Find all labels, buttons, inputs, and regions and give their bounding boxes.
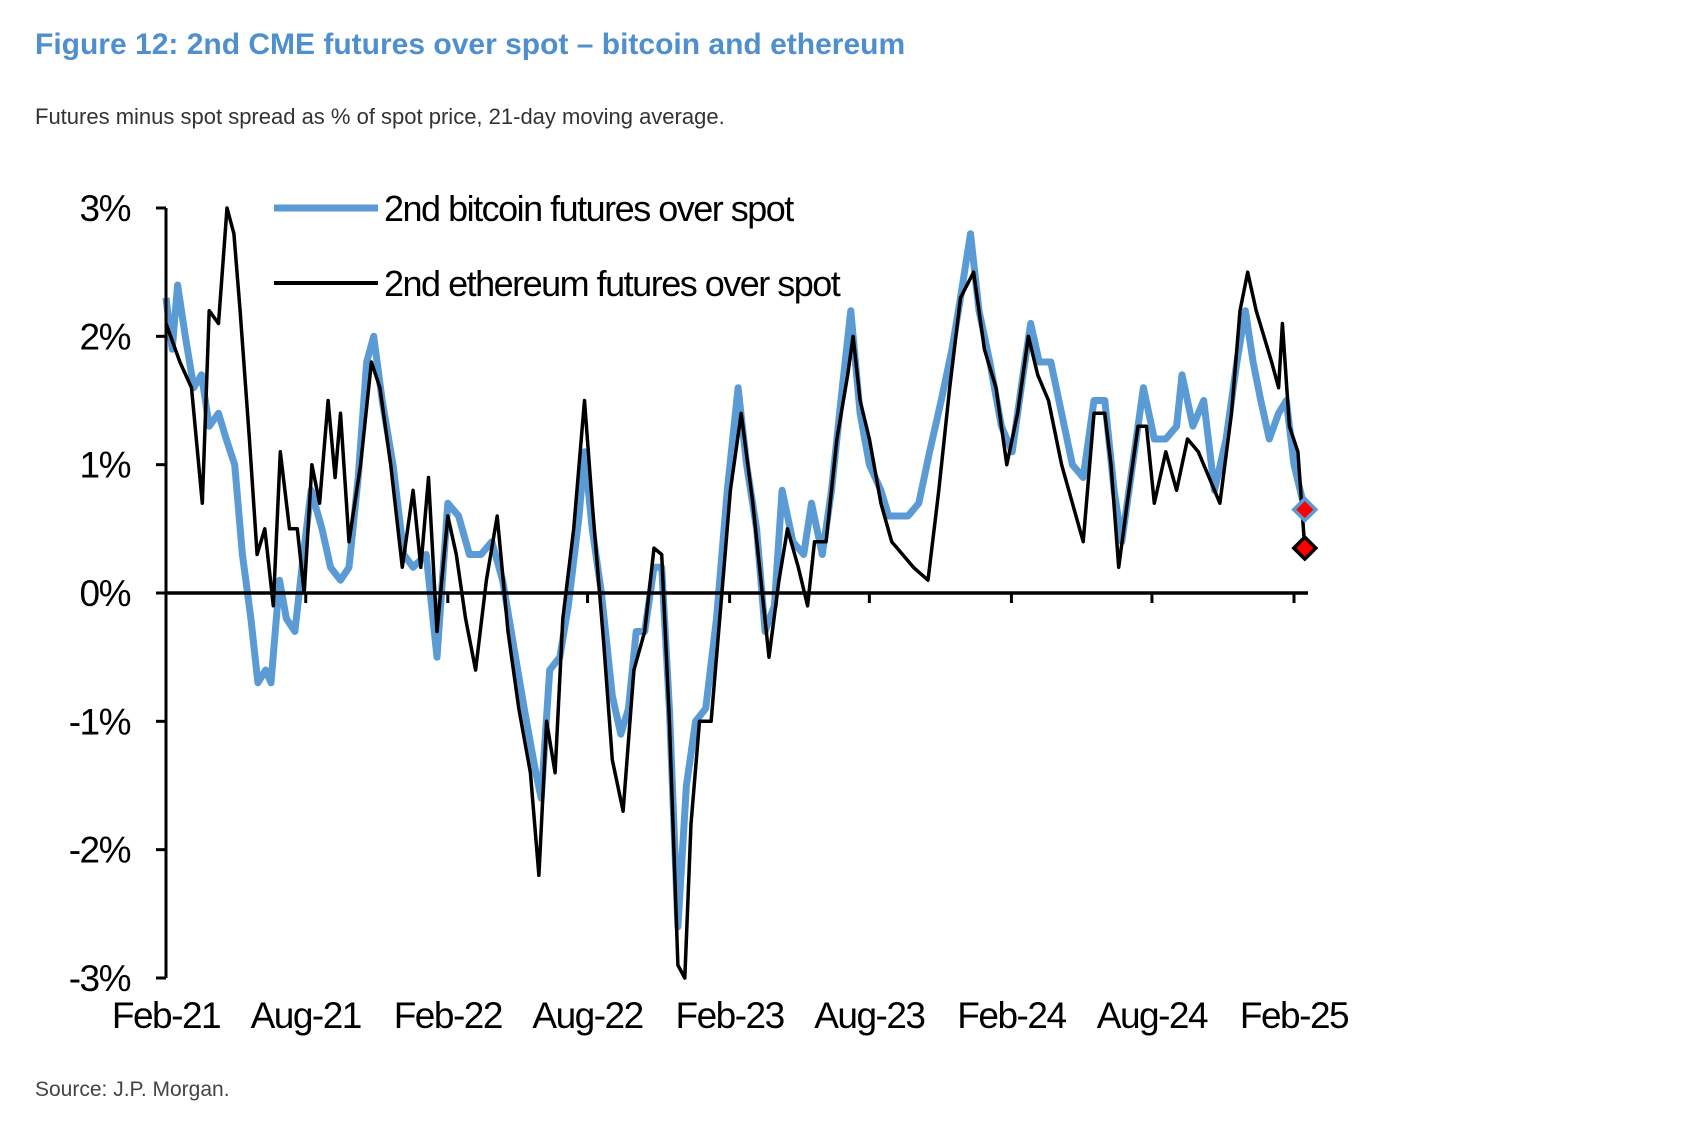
x-tick-label: Feb-24: [957, 995, 1066, 1036]
y-tick-label: -3%: [69, 958, 131, 999]
x-tick-label: Aug-22: [532, 995, 642, 1036]
y-tick-label: 3%: [80, 188, 131, 229]
last-value-marker-bitcoin: [1291, 496, 1319, 524]
last-value-marker-ethereum: [1291, 534, 1319, 562]
legend: 2nd bitcoin futures over spot 2nd ethere…: [274, 188, 842, 304]
legend-label-ethereum: 2nd ethereum futures over spot: [384, 263, 841, 304]
x-tick-label: Aug-21: [251, 995, 361, 1036]
source-note: Source: J.P. Morgan.: [35, 1078, 230, 1101]
x-tick-label: Feb-22: [394, 995, 502, 1036]
y-tick-label: 0%: [80, 573, 131, 614]
series-line-bitcoin: [162, 230, 1309, 931]
series-line-ethereum: [164, 206, 1307, 980]
x-tick-label: Aug-23: [814, 995, 924, 1036]
y-tick-label: -1%: [69, 701, 131, 742]
y-tick-label: 1%: [80, 445, 131, 486]
figure-title: Figure 12: 2nd CME futures over spot – b…: [35, 28, 906, 61]
figure-subtitle: Futures minus spot spread as % of spot p…: [35, 104, 725, 129]
x-tick-label: Feb-23: [675, 995, 783, 1036]
x-tick-label: Feb-25: [1240, 995, 1349, 1036]
axes-layer: 3% 2% 1% 0% -1% -2% -3%Feb-21 Aug-21 Feb-22 Aug-2…: [69, 188, 1351, 1036]
y-tick-label: -2%: [69, 830, 131, 871]
legend-label-bitcoin: 2nd bitcoin futures over spot: [384, 188, 794, 229]
series-layer: [162, 206, 1309, 980]
x-tick-label: Feb-21: [112, 995, 220, 1036]
x-tick-label: Aug-24: [1097, 995, 1208, 1036]
y-tick-label: 2%: [80, 316, 131, 357]
